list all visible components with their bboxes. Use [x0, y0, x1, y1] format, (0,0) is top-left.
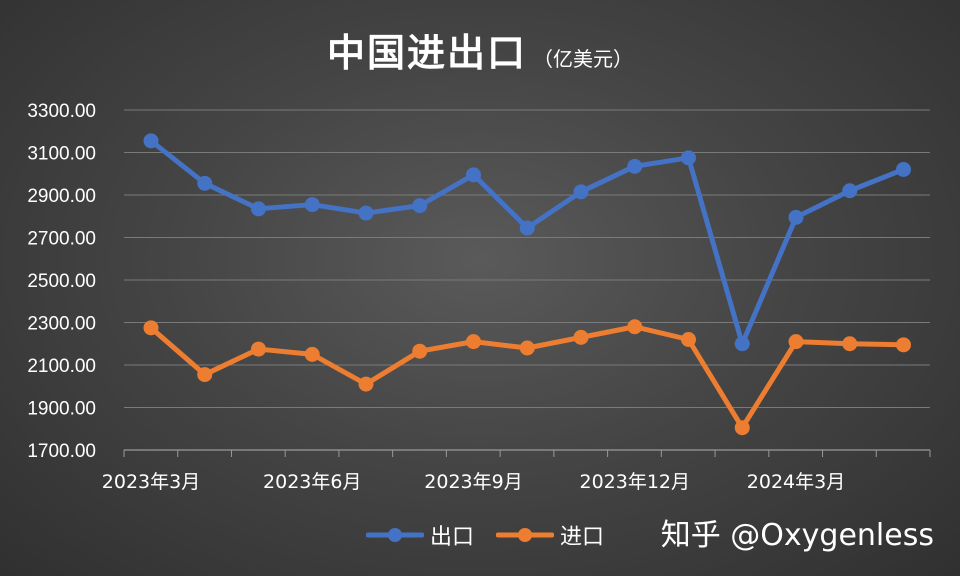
legend-swatch-export [366, 528, 424, 542]
data-point [573, 329, 589, 345]
data-point [519, 220, 535, 236]
chart-title: 中国进出口 [326, 31, 527, 75]
legend-label-import: 进口 [560, 525, 605, 550]
data-point [197, 175, 213, 191]
legend-swatch-import [496, 528, 555, 542]
data-point [143, 320, 159, 336]
data-point [251, 201, 266, 217]
y-tick-label: 2300.00 [27, 314, 96, 335]
x-tick-label: 2024年3月 [747, 471, 845, 493]
data-point [466, 334, 481, 350]
y-tick-label: 2700.00 [27, 229, 96, 250]
series-1 [143, 319, 911, 436]
y-tick-label: 1900.00 [27, 399, 96, 420]
data-point [412, 343, 428, 359]
x-axis-ticks: 2023年3月 2023年6月 2023年9月 2023年12月 2024年3月 [102, 471, 845, 493]
data-point [734, 336, 750, 352]
watermark: 知乎 @Oxygenless [660, 518, 934, 553]
data-point [412, 198, 428, 214]
chart-unit: （亿美元） [533, 47, 633, 71]
y-tick-label: 2900.00 [27, 186, 96, 207]
y-tick-label: 2100.00 [27, 356, 96, 377]
x-tick-label: 2023年6月 [263, 471, 361, 493]
y-tick-label: 2500.00 [27, 271, 96, 292]
data-point [358, 376, 374, 392]
data-point [573, 184, 589, 200]
data-point [788, 334, 804, 350]
data-point [197, 367, 213, 383]
data-point [304, 197, 320, 213]
data-point [842, 183, 858, 199]
data-point [627, 319, 643, 335]
series [143, 133, 911, 436]
data-point [788, 209, 804, 225]
y-axis-ticks: 1700.00 1900.00 2100.00 2300.00 2500.00 2700.… [27, 101, 96, 462]
data-point [143, 133, 159, 149]
chart-title-block: 中国进出口 （亿美元） [0, 22, 960, 77]
data-point [304, 346, 320, 362]
data-point [251, 341, 266, 357]
series-0 [143, 133, 911, 352]
series-line [148, 138, 906, 347]
data-point [358, 205, 374, 221]
gridlines [124, 109, 930, 408]
x-tick-label: 2023年3月 [102, 471, 200, 493]
data-point [734, 420, 750, 436]
data-point [627, 158, 643, 174]
y-tick-label: 3300.00 [27, 101, 96, 122]
data-point [681, 150, 696, 166]
data-point [896, 337, 911, 353]
legend: 出口 进口 [366, 519, 604, 551]
axes [123, 449, 931, 457]
legend-item-import: 进口 [496, 519, 604, 551]
data-point [842, 336, 858, 352]
x-tick-label: 2023年12月 [579, 471, 690, 493]
legend-item-export: 出口 [366, 519, 474, 551]
legend-label-export: 出口 [430, 525, 475, 550]
data-point [466, 167, 481, 183]
x-tick-label: 2023年9月 [424, 471, 522, 493]
data-point [519, 340, 535, 356]
data-point [896, 162, 911, 177]
y-tick-label: 3100.00 [27, 144, 96, 165]
y-tick-label: 1700.00 [27, 441, 96, 462]
data-point [681, 332, 696, 347]
